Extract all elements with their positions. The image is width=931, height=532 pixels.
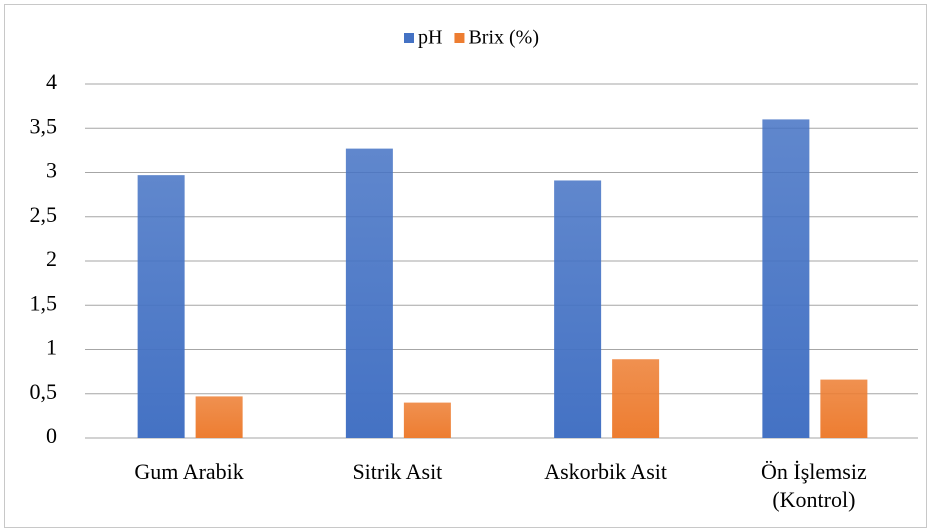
legend-label: pH [418, 27, 442, 49]
x-tick-label: Gum Arabik [134, 459, 244, 484]
legend-swatch [404, 33, 414, 43]
bar [762, 119, 810, 439]
x-tick-label: Ön İşlemsiz (Kontrol) [761, 459, 867, 512]
bar [195, 396, 243, 438]
legend-swatch [454, 33, 465, 43]
y-tick-label: 4 [46, 69, 57, 94]
bar [554, 180, 602, 438]
y-tick-label: 1 [46, 335, 57, 360]
legend-label: Brix (%) [468, 27, 539, 49]
y-tick-label: 0,5 [30, 379, 58, 404]
y-tick-label: 0 [46, 423, 57, 448]
y-tick-label: 3,5 [30, 113, 58, 138]
bar [612, 359, 660, 438]
x-tick-label: Sitrik Asit [352, 459, 443, 484]
bar [403, 402, 451, 438]
bar [345, 148, 393, 439]
x-tick-label: Askorbik Asit [544, 459, 668, 484]
y-tick-label: 2,5 [30, 202, 58, 227]
y-tick-label: 1,5 [30, 290, 58, 315]
bar [137, 175, 185, 438]
y-tick-label: 3 [46, 158, 57, 183]
y-tick-label: 2 [46, 246, 57, 271]
bar [820, 379, 868, 438]
